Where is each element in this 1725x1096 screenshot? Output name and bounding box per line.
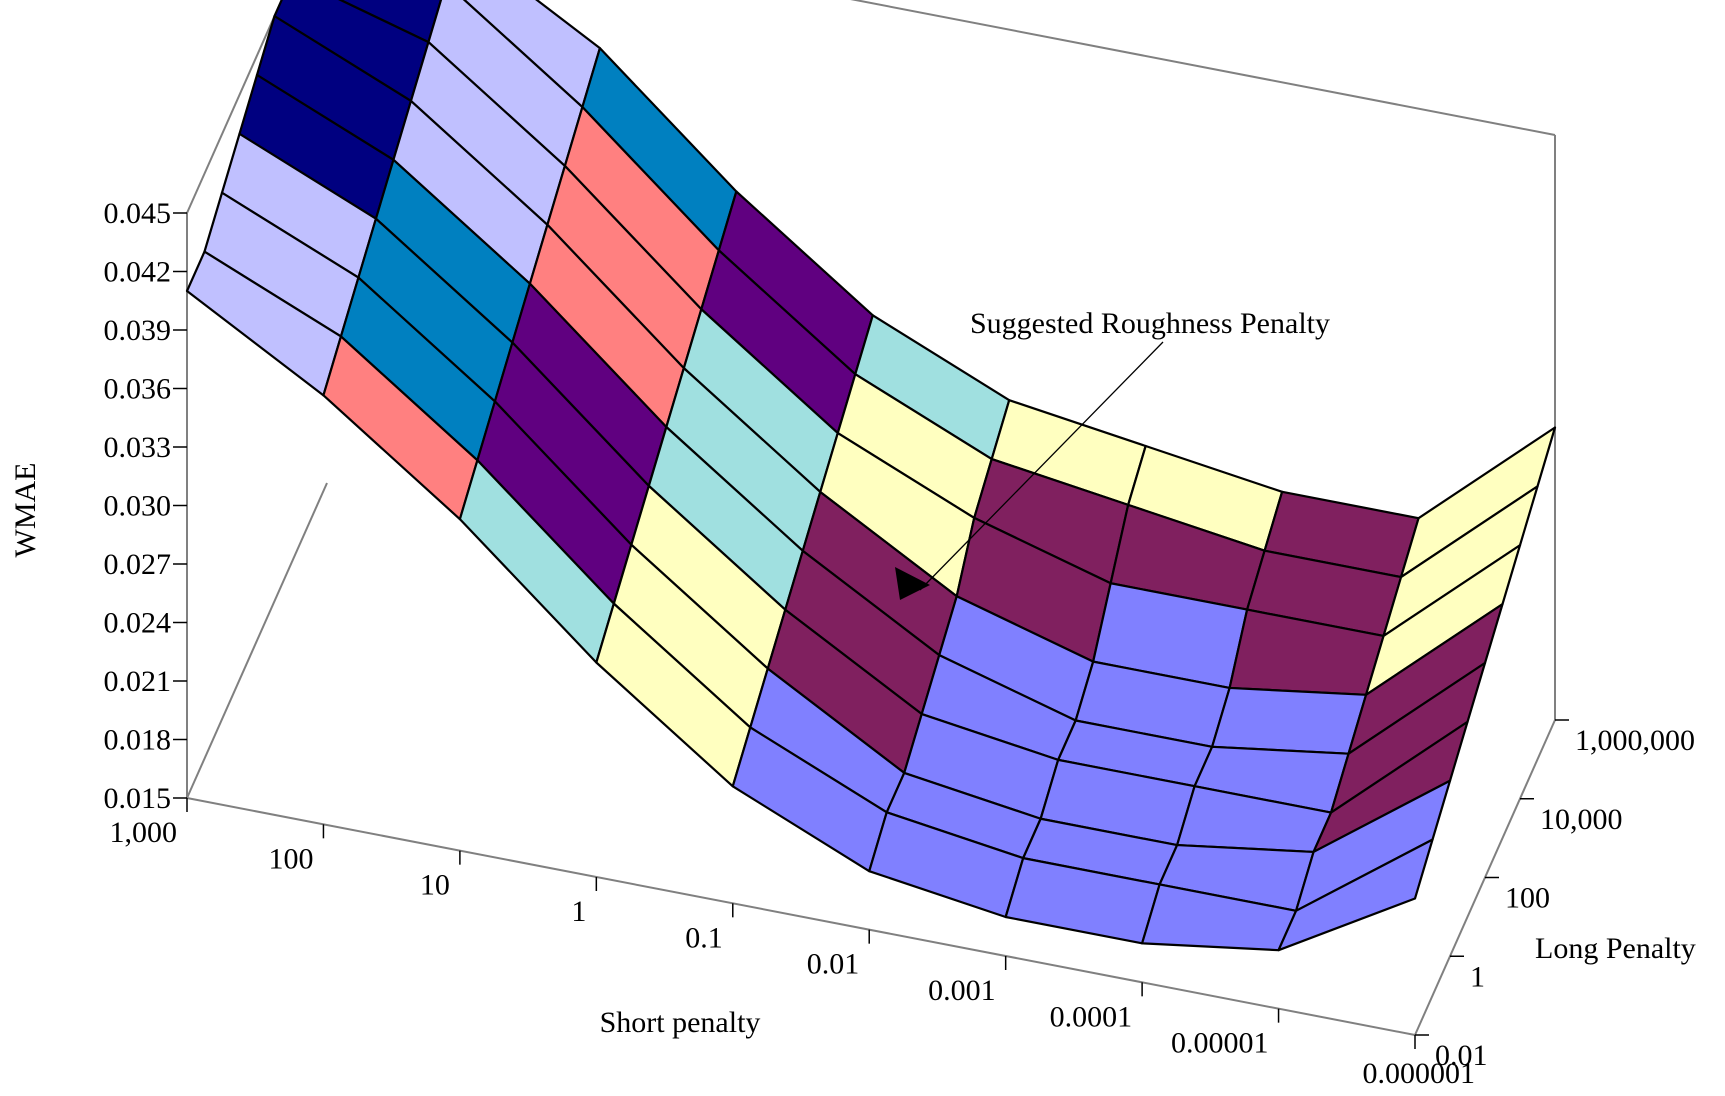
z-tick-label: 0.042: [104, 256, 172, 289]
z-axis-title: WMAE: [9, 463, 42, 558]
y-tick-label: 1,000,000: [1575, 724, 1695, 757]
surface-mesh: [185, 0, 1557, 952]
x-tick-label: 0.001: [928, 974, 996, 1007]
back-top-right-edge: [850, 0, 1556, 136]
annotation: Suggested Roughness Penalty: [895, 307, 1330, 600]
z-tick-label: 0.045: [104, 197, 172, 230]
x-tick-label: 0.1: [685, 921, 723, 954]
annotation-leader-line: [919, 341, 1164, 591]
surface-cell: [1277, 838, 1434, 952]
z-tick-label: 0.030: [104, 490, 172, 523]
x-tick-label: 0.01: [807, 948, 860, 981]
y-tick-label: 10,000: [1540, 803, 1623, 836]
x-axis-line: [186, 797, 1416, 1036]
annotation-arrowhead: [895, 567, 930, 600]
axis-ticks: 0.045 0.042 0.039 0.036 0.033 0.030 0.027 0.024…: [104, 197, 1696, 1090]
x-tick-label: 0.000001: [1363, 1057, 1476, 1090]
y-tick-label: 100: [1505, 882, 1550, 915]
z-tick-label: 0.039: [104, 314, 172, 347]
surface-cell: [1211, 686, 1368, 755]
z-tick-label: 0.027: [104, 548, 172, 581]
x-tick-label: 0.0001: [1050, 1000, 1133, 1033]
x-tick-label: 100: [268, 842, 313, 875]
x-tick-label: 1,000: [110, 816, 178, 849]
z-tick-label: 0.021: [104, 665, 172, 698]
y-tick-label: 0.01: [1435, 1039, 1488, 1072]
axes-frame: [186, 0, 1556, 1036]
annotation-label: Suggested Roughness Penalty: [970, 307, 1330, 340]
y-axis-title: Long Penalty: [1535, 932, 1696, 965]
x-tick-label: 1: [571, 895, 586, 928]
x-axis-title: Short penalty: [600, 1006, 761, 1039]
x-tick-label: 0.00001: [1171, 1027, 1269, 1060]
z-tick-label: 0.024: [104, 607, 172, 640]
x-tick-label: 10: [420, 869, 450, 902]
z-tick-label: 0.033: [104, 431, 172, 464]
y-tick-label: 1: [1470, 960, 1485, 993]
z-tick-label: 0.018: [104, 724, 172, 757]
back-floor-edge: [186, 482, 328, 799]
z-tick-label: 0.015: [104, 782, 172, 815]
z-tick-label: 0.036: [104, 373, 172, 406]
back-top-edge: [186, 0, 283, 214]
